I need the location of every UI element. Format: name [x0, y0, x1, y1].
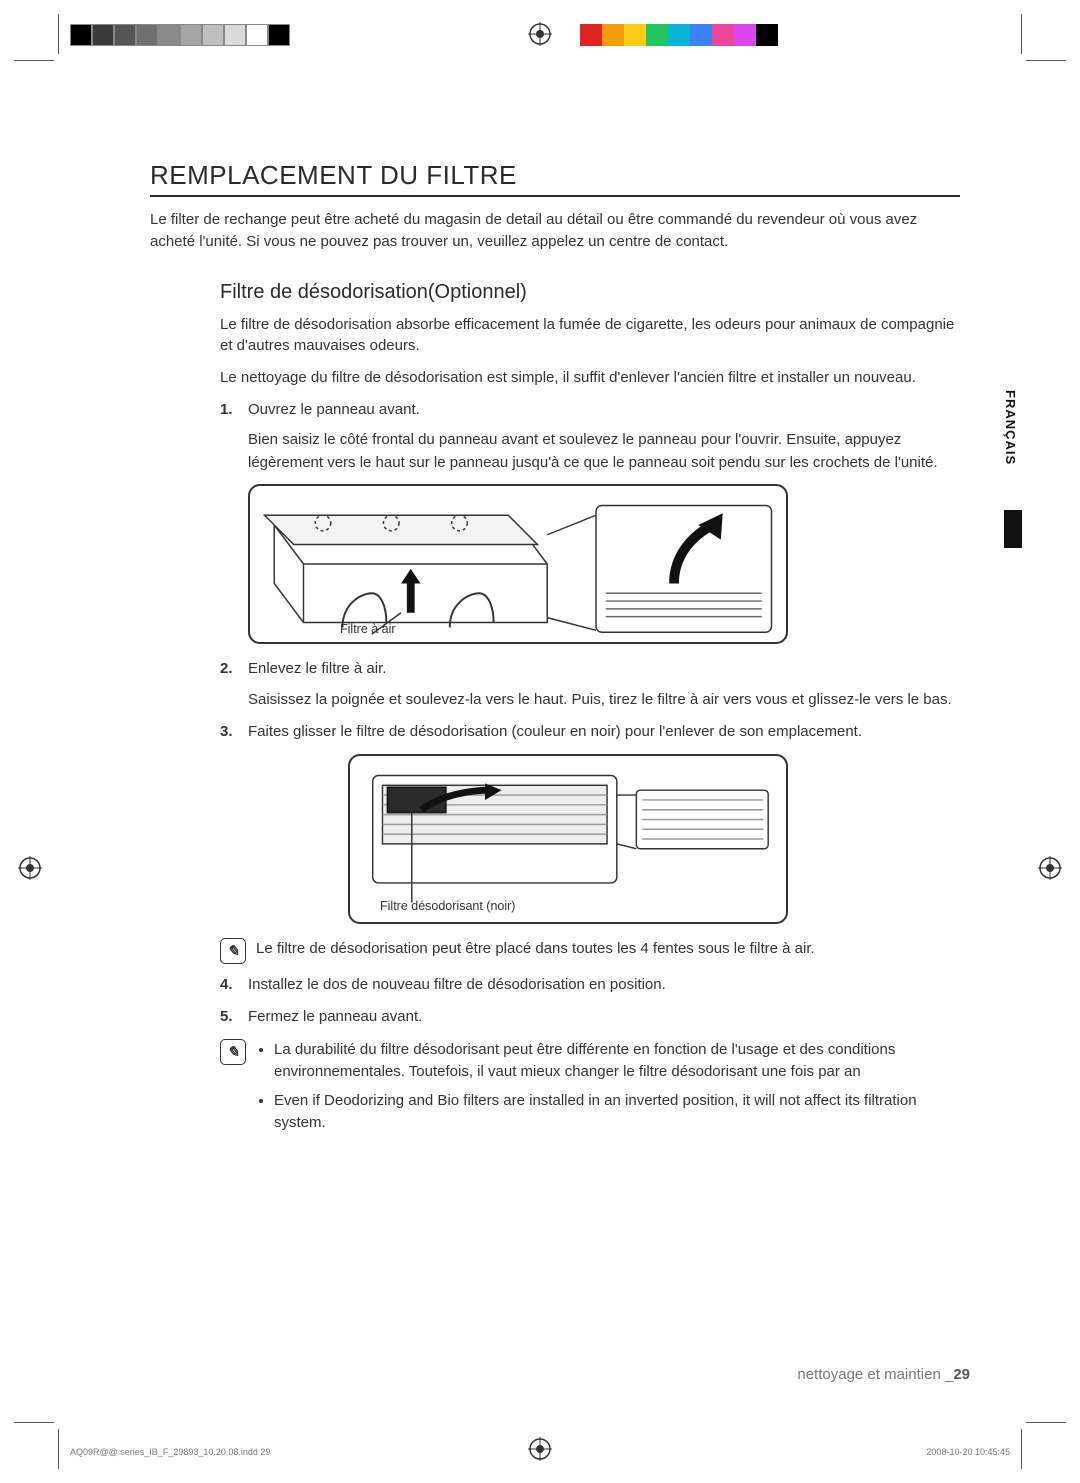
step-lead: Installez le dos de nouveau filtre de dé…: [248, 976, 666, 993]
title-rule: [150, 195, 960, 197]
imprint-left: AQ09R@@ series_IB_F_29893_10.20.08.indd …: [70, 1447, 270, 1457]
crop-mark: [1026, 1422, 1066, 1423]
step-item: 2. Enlevez le filtre à air. Saisissez la…: [220, 658, 960, 711]
crop-mark: [14, 60, 54, 61]
note-list-item: La durabilité du filtre désodorisant peu…: [274, 1039, 960, 1084]
section-body: Le filtre de désodorisation absorbe effi…: [220, 314, 960, 389]
steps-list-continued: 4. Installez le dos de nouveau filtre de…: [220, 974, 960, 1029]
figure-1-caption: Filtre à air: [340, 620, 396, 639]
steps-list: 1. Ouvrez le panneau avant. Bien saisiz …: [220, 399, 960, 924]
step-item: 1. Ouvrez le panneau avant. Bien saisiz …: [220, 399, 960, 645]
page-title: REMPLACEMENT DU FILTRE: [150, 160, 960, 191]
note-icon: ✎: [220, 938, 246, 964]
registration-mark: [1038, 856, 1062, 880]
paragraph: Le filtre de désodorisation absorbe effi…: [220, 314, 960, 358]
note-row: ✎ La durabilité du filtre désodorisant p…: [220, 1039, 960, 1141]
imprint-right: 2008-10-20 10:45:45: [926, 1447, 1010, 1457]
step-lead: Faites glisser le filtre de désodorisati…: [248, 723, 862, 740]
step-item: 3. Faites glisser le filtre de désodoris…: [220, 721, 960, 924]
registration-mark: [528, 22, 552, 46]
figure-2: Filtre désodorisant (noir): [248, 754, 960, 924]
color-bar-right: [580, 24, 800, 46]
note-icon: ✎: [220, 1039, 246, 1065]
crop-mark: [58, 1429, 59, 1469]
section-subheading: Filtre de désodorisation(Optionnel): [220, 281, 960, 304]
crop-mark: [1026, 60, 1066, 61]
step-number: 3.: [220, 721, 233, 744]
step-body: Saisissez la poignée et soulevez-la vers…: [248, 689, 960, 712]
language-tab-marker: [1004, 510, 1022, 548]
registration-mark: [528, 1437, 552, 1461]
figure-1: Filtre à air: [248, 484, 960, 644]
step-number: 2.: [220, 658, 233, 681]
intro-paragraph: Le filter de rechange peut être acheté d…: [150, 209, 960, 253]
note-list: La durabilité du filtre désodorisant peu…: [256, 1039, 960, 1141]
crop-mark: [58, 14, 59, 54]
color-bar-left: [70, 24, 290, 46]
footer-section-label: nettoyage et maintien _: [797, 1366, 953, 1383]
step-number: 5.: [220, 1006, 233, 1029]
step-lead: Ouvrez le panneau avant.: [248, 401, 420, 418]
note-text: Le filtre de désodorisation peut être pl…: [256, 938, 815, 961]
step-body: Bien saisiz le côté frontal du panneau a…: [248, 429, 960, 474]
step-item: 5. Fermez le panneau avant.: [220, 1006, 960, 1029]
note-list-item: Even if Deodorizing and Bio filters are …: [274, 1090, 960, 1135]
step-item: 4. Installez le dos de nouveau filtre de…: [220, 974, 960, 997]
crop-mark: [14, 1422, 54, 1423]
crop-mark: [1021, 1429, 1022, 1469]
footer-page-number: 29: [953, 1366, 970, 1383]
crop-mark: [1021, 14, 1022, 54]
content-area: REMPLACEMENT DU FILTRE Le filter de rech…: [150, 160, 960, 1151]
page: FRANÇAIS REMPLACEMENT DU FILTRE Le filte…: [0, 0, 1080, 1483]
figure-2-caption: Filtre désodorisant (noir): [380, 897, 515, 916]
figure-1-box: Filtre à air: [248, 484, 788, 644]
figure-2-box: Filtre désodorisant (noir): [348, 754, 788, 924]
paragraph: Le nettoyage du filtre de désodorisation…: [220, 367, 960, 389]
step-lead: Fermez le panneau avant.: [248, 1008, 422, 1025]
registration-mark: [18, 856, 42, 880]
step-number: 1.: [220, 399, 233, 422]
step-number: 4.: [220, 974, 233, 997]
language-tab: FRANÇAIS: [1003, 390, 1018, 465]
step-lead: Enlevez le filtre à air.: [248, 660, 386, 677]
footer-section-page: nettoyage et maintien _29: [797, 1366, 970, 1383]
note-row: ✎ Le filtre de désodorisation peut être …: [220, 938, 960, 964]
